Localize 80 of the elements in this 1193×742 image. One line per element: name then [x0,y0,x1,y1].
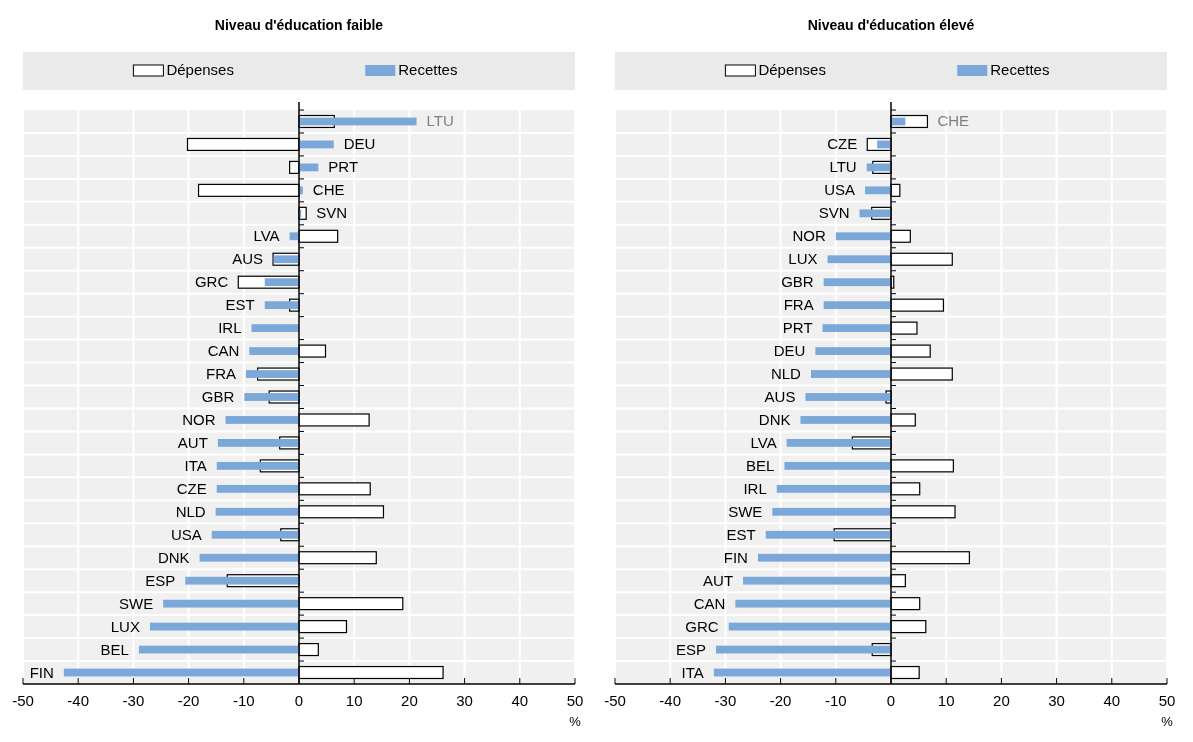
x-tick-label: 0 [294,692,304,709]
legend-label: Dépenses [758,61,826,78]
y-tick-label: IRL [218,319,242,337]
x-tick-label: 50 [1158,692,1176,709]
x-tick-label: 10 [345,692,363,709]
y-tick-label: AUS [232,250,264,268]
y-tick-label: CAN [207,342,240,360]
legend-label: Dépenses [166,61,234,78]
y-tick-label: GRC [685,617,719,635]
y-tick-label: AUS [764,388,796,405]
chart-title: Niveau d'éducation élevé [807,17,975,33]
x-tick-label: 30 [1048,692,1065,709]
y-tick-label: LTU [829,158,857,176]
y-tick-label: CZE [827,135,858,153]
y-tick-label: NLD [770,365,802,383]
y-tick-label: FIN [29,663,54,681]
y-tick-label: USA [170,525,202,543]
x-tick-label: -20 [769,692,792,709]
y-tick-label: DNK [157,548,190,566]
y-tick-label: SVN [818,204,850,222]
x-tick-label: -10 [824,692,847,709]
legend-label: Recettes [398,61,458,78]
y-tick-label: CAN [693,594,726,612]
y-tick-label: AUT [177,433,208,451]
y-tick-label: USA [824,181,856,199]
y-tick-label: CZE [176,479,207,497]
y-tick-label: ITA [681,663,704,681]
x-tick-label: 40 [1103,692,1121,709]
x-tick-label: -20 [177,692,200,709]
y-tick-label: NOR [792,227,826,245]
y-tick-label: GBR [201,388,235,405]
x-tick-label: 20 [401,692,418,709]
y-tick-label: PRT [782,319,813,337]
y-tick-label: BEL [746,456,775,474]
x-axis-title: % [1161,714,1174,729]
y-tick-label: SVN [316,204,348,222]
legend-label: Recettes [990,61,1050,78]
x-tick-label: -10 [232,692,255,709]
x-tick-label: -40 [659,692,682,709]
y-tick-label: EST [726,525,756,543]
x-tick-label: -30 [122,692,145,709]
y-tick-label: DEU [343,135,376,153]
y-tick-label: FRA [206,365,237,383]
y-tick-label: LVA [253,227,280,245]
y-tick-label: BEL [100,640,129,658]
x-tick-label: 10 [937,692,955,709]
x-tick-label: -50 [12,692,34,709]
y-tick-label: CHE [937,112,970,130]
y-tick-label: LUX [788,250,818,268]
y-tick-label: NOR [182,410,216,428]
y-tick-label: ESP [676,640,707,658]
y-tick-label: GRC [194,273,229,291]
y-tick-label: SWE [119,594,154,612]
x-tick-label: 20 [993,692,1010,709]
y-tick-label: DNK [758,410,791,428]
x-tick-label: 0 [886,692,896,709]
y-tick-label: DEU [773,342,806,360]
x-tick-label: 50 [566,692,584,709]
y-tick-label: PRT [328,158,359,176]
x-tick-label: -40 [67,692,90,709]
y-tick-label: SWE [728,502,763,520]
x-tick-label: 40 [511,692,529,709]
chart-title: Niveau d'éducation faible [214,17,384,33]
y-tick-label: FRA [783,296,814,314]
x-tick-label: 30 [456,692,473,709]
y-tick-label: GBR [781,273,814,291]
y-tick-label: FIN [723,548,748,566]
y-tick-label: ITA [184,456,207,474]
y-tick-label: NLD [175,502,206,520]
y-tick-label: IRL [743,479,767,497]
y-tick-label: LTU [426,112,454,130]
y-tick-label: AUT [703,571,734,589]
y-tick-label: LUX [110,617,140,635]
x-axis-title: % [569,714,582,729]
y-tick-label: LVA [750,433,777,451]
x-tick-label: -50 [604,692,626,709]
y-tick-label: EST [225,296,255,314]
x-tick-label: -30 [714,692,737,709]
y-tick-label: CHE [312,181,345,199]
y-tick-label: ESP [145,571,176,589]
